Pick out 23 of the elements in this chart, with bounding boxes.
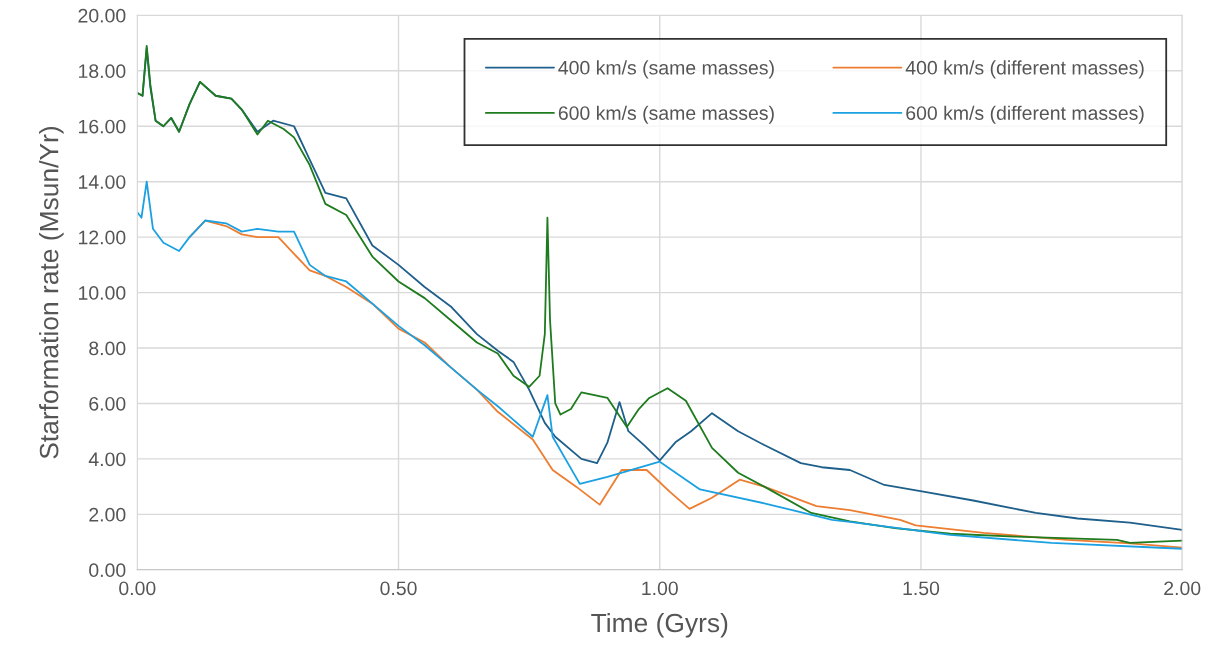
legend-label: 600 km/s (different masses): [906, 105, 1144, 124]
y-tick-label: 10.00: [79, 286, 126, 300]
x-tick-label: 0.00: [119, 581, 156, 596]
y-axis-title: Starformation rate (Msun/Yr): [39, 127, 64, 459]
legend-label: 400 km/s (different masses): [905, 60, 1144, 79]
y-tick-label: 18.00: [79, 64, 126, 79]
y-tick-label: 6.00: [89, 396, 126, 411]
line-series: [137, 180, 1183, 550]
y-tick-label: 20.00: [78, 8, 126, 23]
x-tick-label: 2.00: [1164, 581, 1201, 596]
y-tick-label: 2.00: [89, 507, 126, 522]
y-tick-label: 14.00: [79, 175, 126, 189]
legend-label: 400 km/s (same masses): [558, 60, 774, 79]
x-tick-label: 0.50: [380, 581, 417, 596]
y-tick-label: 4.00: [88, 452, 126, 467]
y-tick-label: 16.00: [79, 119, 126, 134]
x-tick-label: 1.50: [903, 581, 940, 596]
legend-label: 600 km/s (same masses): [558, 105, 774, 124]
y-tick-label: 12.00: [79, 230, 126, 245]
x-tick-label: 1.00: [642, 581, 678, 596]
x-axis-title: Time (Gyrs): [591, 612, 728, 638]
y-tick-label: 8.00: [89, 341, 126, 356]
y-tick-label: 0.00: [89, 563, 126, 578]
